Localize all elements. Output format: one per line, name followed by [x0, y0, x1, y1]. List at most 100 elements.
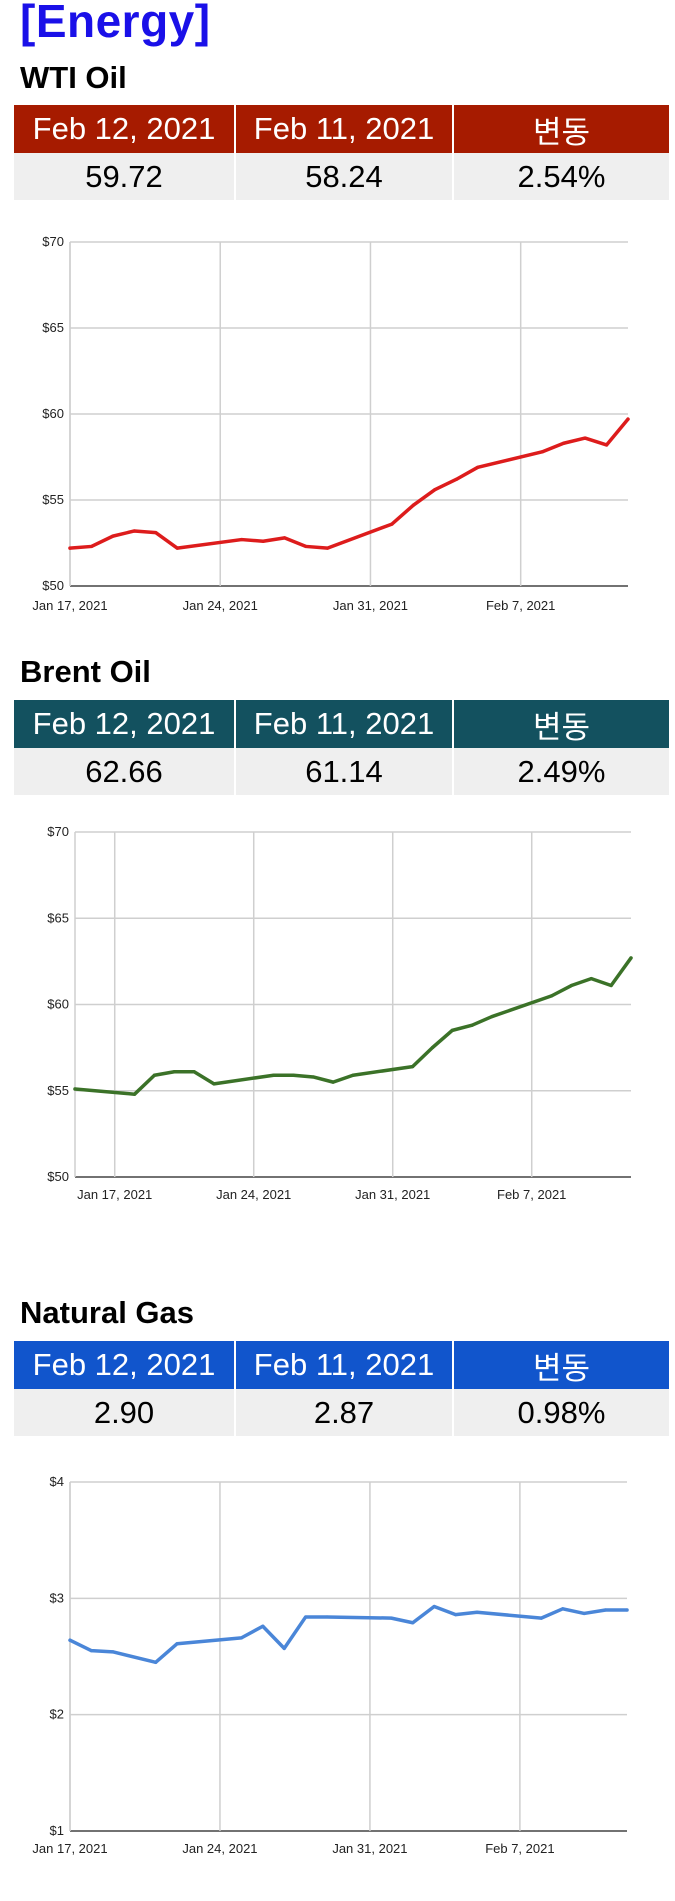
header-cell-date-2: Feb 11, 2021	[235, 700, 454, 748]
x-tick-label: Jan 24, 2021	[182, 1841, 257, 1856]
natural-gas-title: Natural Gas	[20, 1295, 195, 1330]
x-tick-label: Jan 31, 2021	[355, 1187, 430, 1202]
x-tick-label: Feb 7, 2021	[485, 1841, 554, 1856]
data-point	[172, 1070, 176, 1074]
data-point	[432, 1604, 436, 1609]
data-point	[261, 1624, 265, 1628]
data-point	[283, 536, 287, 540]
wti-oil-title: WTI Oil	[20, 60, 127, 95]
data-point	[192, 1070, 196, 1074]
table-header-row: Feb 12, 2021 Feb 11, 2021 변동	[14, 700, 669, 748]
data-point	[562, 441, 566, 445]
data-point	[433, 488, 437, 492]
data-point	[626, 417, 630, 421]
data-point	[450, 1028, 454, 1032]
value-cell-change: 0.98%	[453, 1389, 669, 1436]
value-cell-date-1: 62.66	[14, 748, 236, 795]
data-point	[175, 1642, 179, 1646]
data-point	[589, 977, 593, 981]
wti-oil-chart: $50 $55 $60 $65 $70 Jan 17, 2021 Jan 24, 2021 J…	[32, 234, 630, 613]
data-point	[475, 1610, 479, 1614]
y-tick-label: $1	[50, 1823, 64, 1838]
x-tick-label: Jan 31, 2021	[333, 598, 408, 613]
data-point	[604, 443, 609, 447]
data-point	[410, 1065, 415, 1069]
data-point	[68, 546, 72, 550]
x-tick-label: Feb 7, 2021	[486, 598, 555, 613]
data-point	[89, 1649, 94, 1653]
data-point	[490, 1014, 494, 1019]
value-cell-date-2: 58.24	[235, 153, 454, 200]
data-point	[271, 1073, 276, 1077]
data-point	[111, 534, 115, 538]
data-point	[154, 531, 158, 535]
data-point	[132, 1092, 137, 1096]
table-header-row: Feb 12, 2021 Feb 11, 2021 변동	[14, 105, 669, 153]
data-point	[152, 1073, 157, 1077]
value-cell-change: 2.49%	[453, 748, 669, 795]
y-tick-label: $4	[50, 1474, 64, 1489]
data-point	[582, 1611, 586, 1616]
header-cell-change: 변동	[453, 1341, 669, 1389]
data-point	[239, 1636, 243, 1640]
data-point	[390, 522, 394, 526]
x-tick-label: Jan 24, 2021	[183, 598, 258, 613]
data-point	[325, 1615, 329, 1619]
data-point	[304, 1615, 308, 1619]
data-point	[629, 956, 633, 960]
y-tick-label: $65	[47, 910, 69, 925]
data-point	[311, 1075, 315, 1079]
data-point	[351, 1073, 355, 1077]
header-cell-change: 변동	[453, 700, 669, 748]
x-tick-label: Jan 17, 2021	[77, 1187, 152, 1202]
brent-oil-title: Brent Oil	[20, 654, 151, 689]
value-cell-date-2: 61.14	[235, 748, 454, 795]
header-cell-date-2: Feb 11, 2021	[235, 1341, 454, 1389]
data-point	[430, 1046, 435, 1050]
data-point	[389, 1616, 393, 1620]
data-point	[603, 1608, 608, 1612]
data-point	[609, 983, 613, 988]
table-value-row: 59.72 58.24 2.54%	[14, 153, 669, 200]
data-point	[331, 1080, 335, 1084]
data-point	[569, 983, 574, 988]
x-tick-label: Jan 24, 2021	[216, 1187, 291, 1202]
data-point	[291, 1073, 296, 1077]
wti-oil-table: Feb 12, 2021 Feb 11, 2021 변동 59.72 58.24…	[14, 105, 669, 200]
data-point	[540, 450, 544, 454]
data-point	[212, 1082, 216, 1086]
data-point	[454, 1613, 458, 1617]
header-cell-date-1: Feb 12, 2021	[14, 700, 236, 748]
data-point	[549, 994, 554, 998]
header-cell-date-1: Feb 12, 2021	[14, 105, 236, 153]
data-point	[154, 1660, 158, 1664]
data-point	[454, 477, 458, 481]
y-tick-label: $60	[42, 406, 64, 421]
x-tick-label: Jan 17, 2021	[32, 1841, 107, 1856]
data-point	[561, 1607, 565, 1611]
data-point	[175, 546, 179, 550]
data-point	[73, 1087, 77, 1091]
data-point	[583, 436, 587, 440]
value-cell-change: 2.54%	[453, 153, 669, 200]
y-tick-label: $70	[42, 234, 64, 249]
x-tick-label: Jan 17, 2021	[32, 598, 107, 613]
header-cell-date-1: Feb 12, 2021	[14, 1341, 236, 1389]
data-point	[411, 1621, 415, 1625]
y-tick-label: $65	[42, 320, 64, 335]
data-point	[625, 1608, 629, 1612]
y-tick-label: $55	[42, 492, 64, 507]
data-point	[240, 537, 244, 542]
data-point	[261, 539, 265, 543]
header-cell-date-2: Feb 11, 2021	[235, 105, 454, 153]
data-point	[470, 1023, 474, 1027]
x-tick-label: Feb 7, 2021	[497, 1187, 566, 1202]
table-value-row: 62.66 61.14 2.49%	[14, 748, 669, 795]
y-tick-label: $55	[47, 1083, 69, 1098]
y-tick-label: $3	[50, 1590, 64, 1605]
data-point	[304, 544, 308, 549]
series-line	[68, 1604, 629, 1665]
data-point	[411, 503, 415, 507]
data-point	[539, 1616, 543, 1620]
data-point	[111, 1650, 115, 1654]
